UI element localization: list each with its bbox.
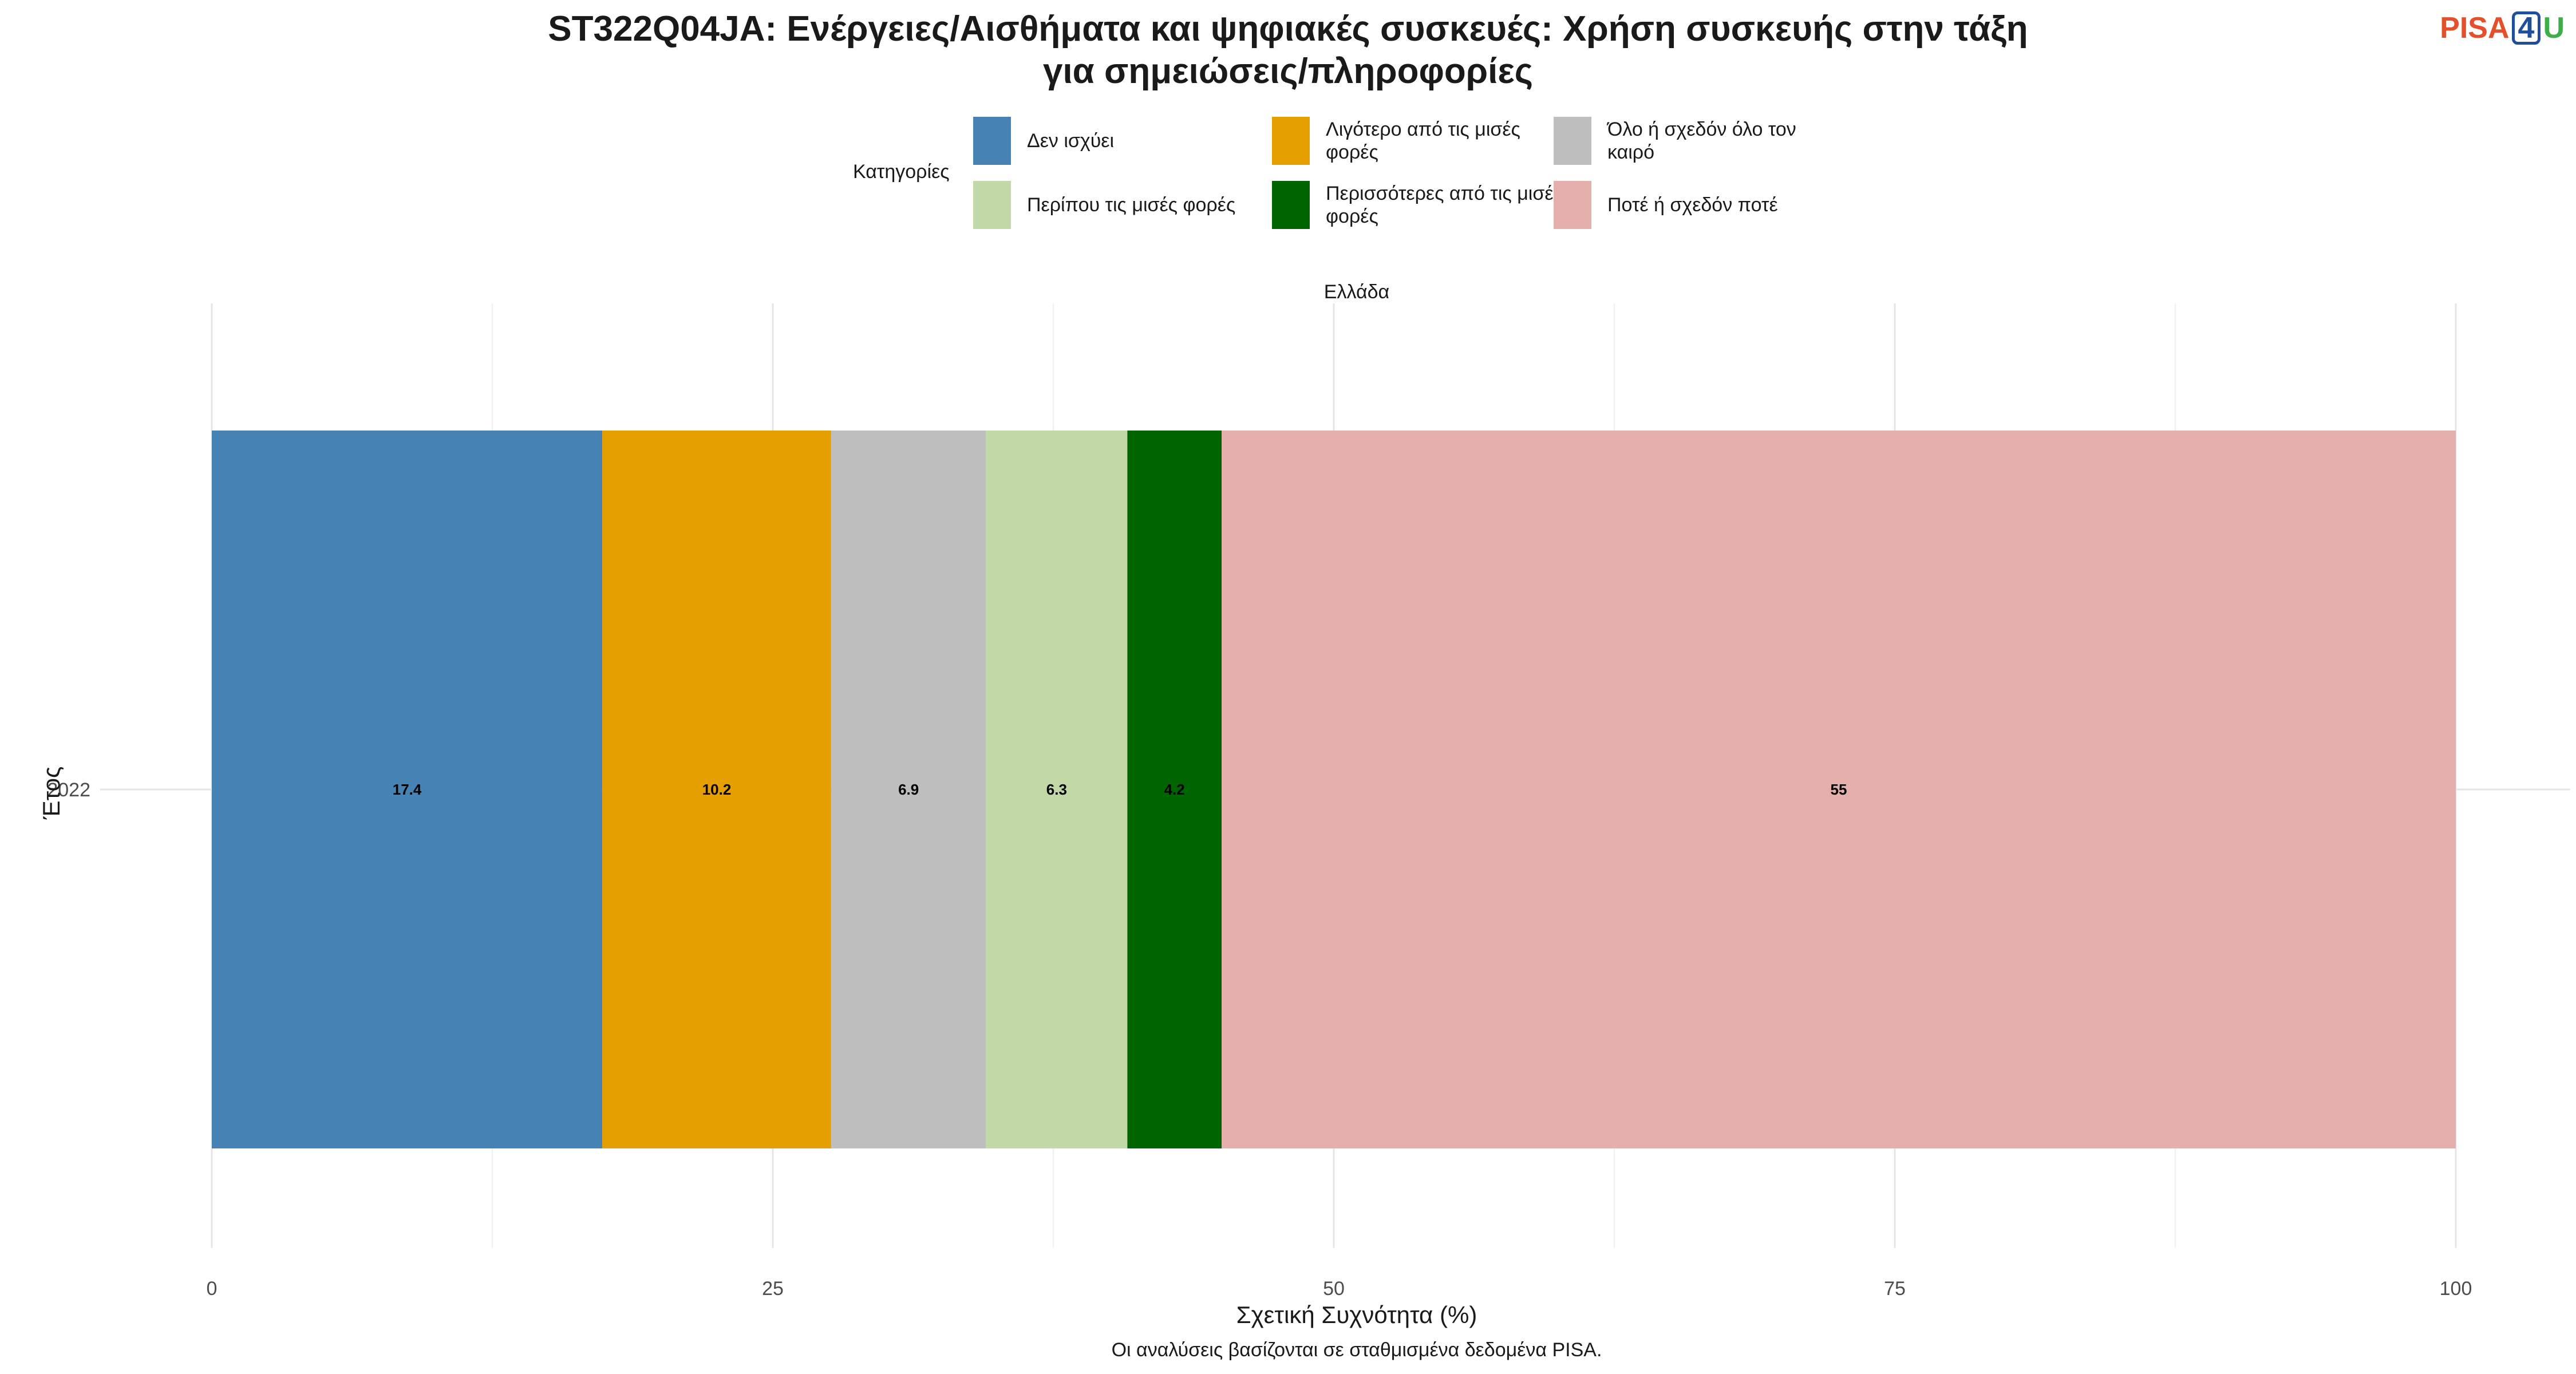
bar-value-label: 17.4 [393, 781, 422, 798]
y-axis-label: Έτος [38, 766, 65, 820]
legend-key-all-the-time [1554, 117, 1591, 165]
logo-four-text: 4 [2511, 11, 2541, 45]
legend-label-never: Ποτέ ή σχεδόν ποτέ [1607, 194, 1778, 216]
legend-item-all-the-time: Όλο ή σχεδόν όλο τον καιρό [1554, 117, 1848, 165]
legend-label-not-applicable: Δεν ισχύει [1027, 130, 1115, 152]
bar-segment [986, 431, 1128, 1148]
bar-segment [1127, 431, 1222, 1148]
legend-key-never [1554, 181, 1591, 229]
bar-segment [831, 431, 986, 1148]
legend-key-about-half [973, 181, 1011, 229]
legend-key-not-applicable [973, 117, 1011, 165]
chart-title: ST322Q04JA: Ενέργειες/Αισθήματα και ψηφι… [0, 8, 2576, 93]
x-tick-label: 50 [1323, 1278, 1345, 1300]
bar-value-label: 6.3 [1046, 781, 1067, 798]
bar-value-label: 10.2 [702, 781, 732, 798]
x-tick-labels: 0 25 50 75 100 [207, 1278, 2472, 1300]
bar-value-labels: 17.4 10.2 6.9 6.3 4.2 55 [393, 781, 1847, 798]
x-tick-label: 25 [762, 1278, 784, 1300]
bar-segment [1222, 431, 2456, 1148]
legend-item-not-applicable: Δεν ισχύει [973, 117, 1267, 165]
x-tick-label: 100 [2440, 1278, 2472, 1300]
legend-title: Κατηγορίες [853, 161, 950, 183]
bar-segment [212, 431, 603, 1148]
logo-u-text: U [2543, 11, 2565, 45]
bar-value-label: 55 [1831, 781, 1847, 798]
legend-item-never: Ποτέ ή σχεδόν ποτέ [1554, 181, 1848, 229]
chart-title-line-1: ST322Q04JA: Ενέργειες/Αισθήματα και ψηφι… [548, 9, 2028, 49]
legend-label-more-than-half: Περισσότερες από τις μισές φορές [1326, 183, 1563, 227]
legend-label-less-than-half: Λιγότερο από τις μισές φορές [1326, 119, 1520, 163]
legend-label-about-half: Περίπου τις μισές φορές [1027, 194, 1236, 216]
bar-value-label: 6.9 [898, 781, 919, 798]
y-tick-labels: 2022 [47, 779, 90, 801]
x-axis-label: Σχετική Συχνότητα (%) [1236, 1301, 1477, 1328]
legend-item-more-than-half: Περισσότερες από τις μισές φορές [1272, 181, 1566, 229]
y-tick-label: 2022 [47, 779, 90, 801]
bar-segment [602, 431, 831, 1148]
logo-pisa-text: PISA [2440, 11, 2510, 45]
legend-item-less-than-half: Λιγότερο από τις μισές φορές [1272, 117, 1566, 165]
bar-value-label: 4.2 [1164, 781, 1185, 798]
x-tick-label: 75 [1884, 1278, 1906, 1300]
facet-label: Ελλάδα [1323, 281, 1390, 303]
x-tick-label: 0 [207, 1278, 218, 1300]
legend-key-less-than-half [1272, 117, 1310, 165]
bar-segments [212, 431, 2456, 1148]
pisa4u-logo: PISA 4 U [2440, 8, 2565, 48]
legend-key-more-than-half [1272, 181, 1310, 229]
legend-item-about-half: Περίπου τις μισές φορές [973, 181, 1267, 229]
legend-label-all-the-time: Όλο ή σχεδόν όλο τον καιρό [1607, 119, 1796, 163]
chart-caption: Οι αναλύσεις βασίζονται σε σταθμισμένα δ… [1111, 1339, 1602, 1361]
chart-title-line-2: για σημειώσεις/πληροφορίες [1042, 52, 1534, 91]
